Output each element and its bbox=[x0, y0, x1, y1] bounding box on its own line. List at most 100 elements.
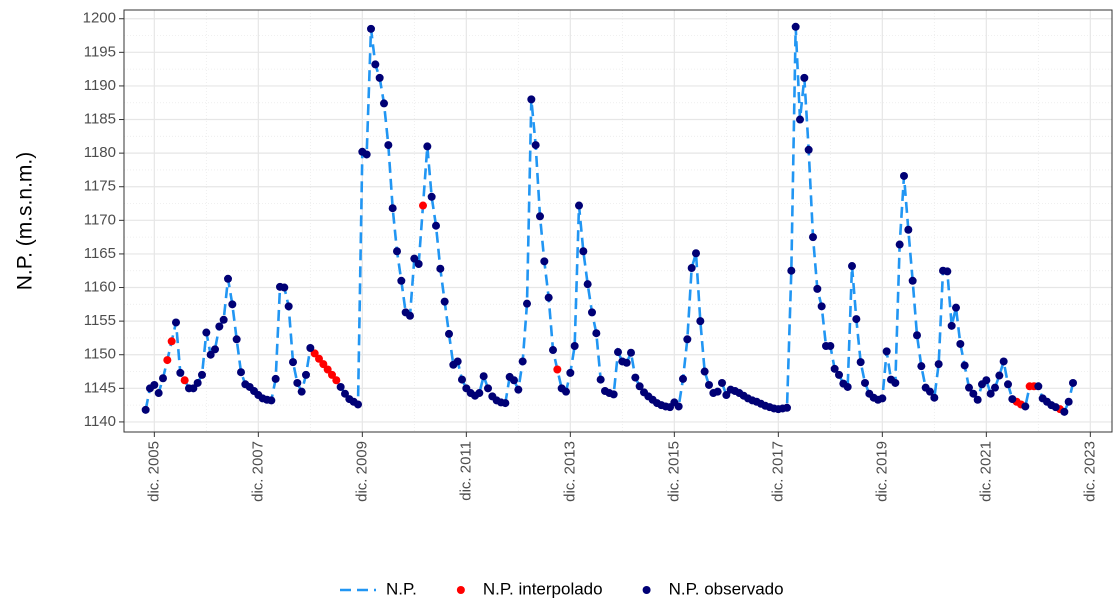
x-tick-label: dic. 2013 bbox=[561, 441, 578, 502]
data-point bbox=[891, 378, 900, 387]
data-point bbox=[596, 375, 605, 384]
data-point bbox=[315, 354, 323, 363]
data-point bbox=[843, 382, 852, 391]
data-point bbox=[384, 141, 393, 150]
legend-item: N.P. observado bbox=[642, 579, 784, 598]
data-point bbox=[908, 276, 917, 285]
data-point bbox=[306, 344, 315, 353]
data-point bbox=[817, 302, 826, 311]
legend-key bbox=[642, 586, 651, 594]
x-tick-label: dic. 2005 bbox=[145, 441, 162, 502]
data-point bbox=[861, 378, 869, 387]
data-point bbox=[809, 233, 817, 242]
data-point bbox=[631, 373, 640, 382]
data-point bbox=[956, 339, 965, 348]
data-point bbox=[549, 346, 557, 355]
data-point bbox=[943, 267, 952, 276]
y-tick-label: 1200 bbox=[83, 10, 116, 27]
data-point bbox=[150, 380, 159, 389]
data-point bbox=[289, 358, 297, 367]
data-point bbox=[575, 201, 583, 210]
y-tick-label: 1160 bbox=[84, 278, 116, 295]
data-point bbox=[614, 348, 622, 357]
data-point bbox=[414, 260, 423, 269]
data-point bbox=[783, 403, 791, 412]
data-point bbox=[856, 358, 865, 367]
legend-key bbox=[456, 586, 465, 594]
x-tick-label: dic. 2021 bbox=[977, 441, 994, 502]
data-point bbox=[1004, 380, 1012, 389]
legend-item: N.P. interpolado bbox=[456, 579, 603, 598]
data-point bbox=[544, 293, 553, 302]
y-axis-title: N.P. (m.s.n.m.) bbox=[14, 152, 37, 290]
data-point bbox=[211, 345, 219, 354]
data-point bbox=[167, 337, 176, 346]
data-point bbox=[930, 393, 939, 402]
data-point bbox=[1021, 402, 1030, 411]
data-point bbox=[973, 395, 982, 404]
data-point bbox=[367, 24, 375, 33]
data-point bbox=[271, 374, 280, 383]
x-tick-label: dic. 2017 bbox=[769, 441, 786, 502]
data-point bbox=[501, 399, 510, 408]
data-point bbox=[323, 365, 332, 374]
data-point bbox=[882, 347, 891, 356]
data-point bbox=[445, 329, 453, 338]
data-point bbox=[328, 370, 336, 379]
data-point bbox=[172, 318, 180, 327]
data-point bbox=[627, 348, 635, 357]
data-point bbox=[1008, 395, 1017, 404]
data-point bbox=[159, 374, 167, 383]
data-point bbox=[410, 254, 419, 263]
data-point bbox=[852, 315, 861, 324]
data-point bbox=[319, 360, 328, 369]
x-tick-label: dic. 2023 bbox=[1081, 441, 1098, 502]
x-tick-label: dic. 2007 bbox=[249, 441, 266, 502]
data-point bbox=[692, 249, 700, 258]
data-point bbox=[484, 384, 492, 393]
data-point bbox=[302, 370, 310, 379]
data-point bbox=[540, 257, 549, 266]
data-point bbox=[154, 389, 163, 398]
data-point bbox=[982, 376, 991, 385]
data-point bbox=[1060, 407, 1069, 416]
data-point bbox=[176, 368, 185, 377]
legend-label: N.P. interpolado bbox=[483, 579, 603, 598]
data-point bbox=[297, 387, 306, 396]
data-point bbox=[371, 60, 380, 69]
data-point bbox=[679, 374, 687, 383]
data-point bbox=[683, 335, 692, 344]
data-point bbox=[579, 247, 588, 256]
data-point bbox=[947, 321, 956, 330]
data-point bbox=[566, 368, 575, 377]
data-point bbox=[835, 370, 843, 379]
data-point bbox=[986, 389, 995, 398]
data-point bbox=[215, 322, 224, 331]
data-point bbox=[952, 303, 960, 312]
data-point bbox=[397, 276, 406, 285]
data-point bbox=[406, 311, 414, 320]
data-point bbox=[475, 389, 484, 398]
data-point bbox=[570, 341, 579, 350]
data-point bbox=[696, 317, 705, 326]
data-point bbox=[293, 378, 302, 387]
data-point bbox=[267, 396, 276, 405]
data-point bbox=[718, 378, 726, 387]
data-point bbox=[969, 389, 978, 398]
data-point bbox=[527, 95, 536, 104]
data-point bbox=[804, 145, 813, 154]
x-tick-label: dic. 2009 bbox=[353, 441, 370, 502]
data-point bbox=[787, 266, 796, 275]
data-point bbox=[141, 405, 150, 414]
data-point bbox=[813, 284, 822, 293]
data-point bbox=[523, 299, 531, 308]
data-point bbox=[228, 300, 237, 309]
y-tick-label: 1190 bbox=[84, 77, 116, 94]
data-point bbox=[224, 274, 232, 283]
data-point bbox=[826, 341, 835, 350]
data-point bbox=[960, 361, 969, 370]
legend-label: N.P. observado bbox=[669, 579, 784, 598]
legend-item: N.P. bbox=[340, 579, 417, 598]
data-point bbox=[1064, 397, 1073, 406]
